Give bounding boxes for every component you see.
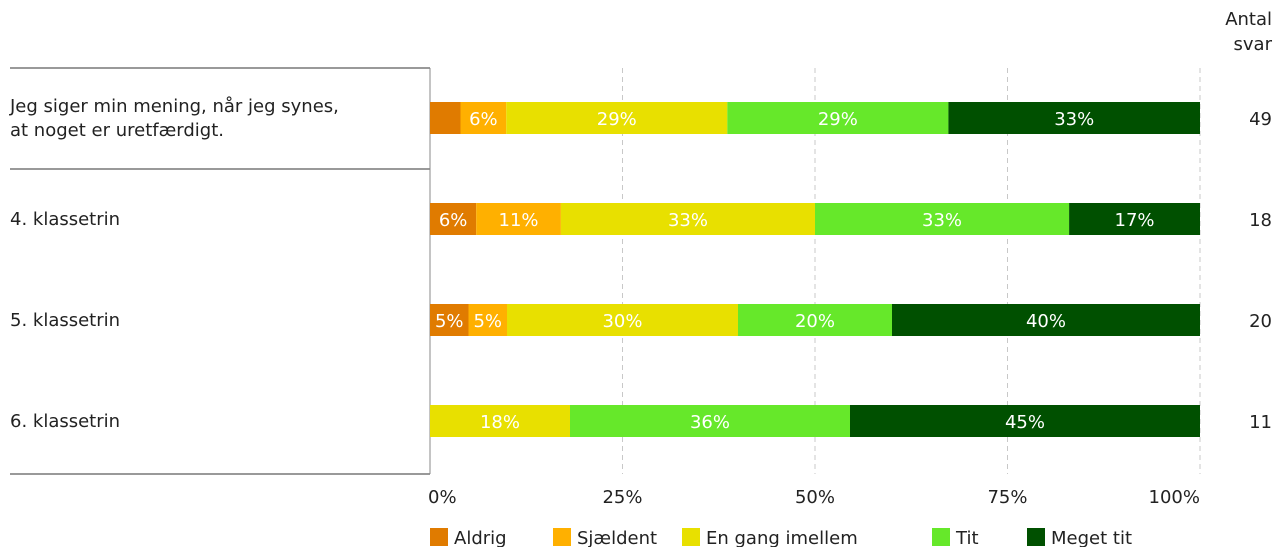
- bar-label-3-1: 5%: [435, 311, 464, 332]
- legend-label-4: Tit: [955, 528, 979, 547]
- bar-label-1-3: 29%: [597, 109, 637, 130]
- bar-label-3-5: 40%: [1026, 311, 1066, 332]
- bar-label-2-4: 33%: [922, 210, 962, 231]
- bar-label-3-3: 30%: [602, 311, 642, 332]
- legend-label-5: Meget tit: [1051, 528, 1132, 547]
- legend-swatch-3: [682, 528, 700, 546]
- legend-label-3: En gang imellem: [706, 528, 858, 547]
- x-tick-label-3: 50%: [795, 487, 835, 508]
- x-tick-label-2: 25%: [602, 487, 642, 508]
- category-label-2-line-1: 4. klassetrin: [10, 209, 120, 230]
- answer-count-1: 49: [1249, 109, 1272, 130]
- bar-label-1-4: 29%: [818, 109, 858, 130]
- category-label-1-line-1: Jeg siger min mening, når jeg synes,: [9, 96, 339, 117]
- bar-label-2-2: 11%: [499, 210, 539, 231]
- legend-swatch-5: [1027, 528, 1045, 546]
- bar-label-2-3: 33%: [668, 210, 708, 231]
- category-label-3-line-1: 5. klassetrin: [10, 310, 120, 331]
- legend-swatch-4: [932, 528, 950, 546]
- bar-label-3-4: 20%: [795, 311, 835, 332]
- bar-label-1-5: 33%: [1054, 109, 1094, 130]
- count-header-line-1: Antal: [1225, 9, 1272, 30]
- bar-label-4-5: 45%: [1005, 412, 1045, 433]
- answer-count-4: 11: [1249, 412, 1272, 433]
- bar-label-4-4: 36%: [690, 412, 730, 433]
- count-header-line-2: svar: [1234, 34, 1273, 55]
- legend-label-2: Sjældent: [577, 528, 657, 547]
- bar-label-4-3: 18%: [480, 412, 520, 433]
- x-tick-label-4: 75%: [987, 487, 1027, 508]
- legend-label-1: Aldrig: [454, 528, 507, 547]
- bar-label-2-1: 6%: [439, 210, 468, 231]
- x-tick-label-1: 0%: [428, 487, 457, 508]
- bar-label-2-5: 17%: [1115, 210, 1155, 231]
- category-label-1-line-2: at noget er uretfærdigt.: [10, 120, 224, 141]
- legend-swatch-1: [430, 528, 448, 546]
- bar-segment-1-1: [430, 102, 460, 134]
- x-tick-label-5: 100%: [1149, 487, 1200, 508]
- bar-label-3-2: 5%: [473, 311, 502, 332]
- answer-count-3: 20: [1249, 311, 1272, 332]
- bar-label-1-2: 6%: [469, 109, 498, 130]
- legend-swatch-2: [553, 528, 571, 546]
- category-label-4-line-1: 6. klassetrin: [10, 411, 120, 432]
- answer-count-2: 18: [1249, 210, 1272, 231]
